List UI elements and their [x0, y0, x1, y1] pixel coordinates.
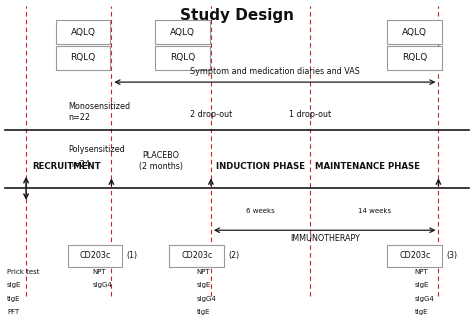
- FancyBboxPatch shape: [387, 46, 442, 70]
- Text: (2): (2): [228, 251, 240, 260]
- Text: IMMUNOTHERAPY: IMMUNOTHERAPY: [290, 234, 360, 243]
- Text: PLACEBO
(2 months): PLACEBO (2 months): [139, 151, 183, 171]
- Text: RQLQ: RQLQ: [170, 53, 195, 62]
- Text: sIgG4: sIgG4: [197, 296, 217, 302]
- Text: n=22: n=22: [69, 113, 91, 122]
- Text: (3): (3): [447, 251, 458, 260]
- Text: tIgE: tIgE: [415, 309, 428, 316]
- FancyBboxPatch shape: [56, 46, 110, 70]
- Text: RQLQ: RQLQ: [402, 53, 428, 62]
- Text: AQLQ: AQLQ: [71, 28, 95, 37]
- Text: tIgE: tIgE: [197, 309, 210, 316]
- Text: 14 weeks: 14 weeks: [358, 208, 391, 214]
- Text: AQLQ: AQLQ: [170, 28, 195, 37]
- Text: CD203c: CD203c: [79, 251, 110, 260]
- Text: Symptom and medication diaries and VAS: Symptom and medication diaries and VAS: [190, 67, 360, 76]
- Text: sIgE: sIgE: [7, 282, 21, 289]
- Text: Monosensitized: Monosensitized: [69, 102, 131, 111]
- Text: (1): (1): [127, 251, 138, 260]
- Text: CD203c: CD203c: [399, 251, 430, 260]
- Text: sIgE: sIgE: [197, 282, 211, 289]
- FancyBboxPatch shape: [387, 245, 442, 267]
- Text: NPT: NPT: [197, 269, 210, 275]
- FancyBboxPatch shape: [155, 20, 210, 44]
- Text: Polysensitized: Polysensitized: [69, 145, 126, 154]
- Text: n=24: n=24: [69, 160, 91, 169]
- FancyBboxPatch shape: [56, 20, 110, 44]
- Text: MAINTENANCE PHASE: MAINTENANCE PHASE: [315, 162, 420, 171]
- Text: sIgE: sIgE: [415, 282, 429, 289]
- FancyBboxPatch shape: [387, 20, 442, 44]
- FancyBboxPatch shape: [169, 245, 224, 267]
- Text: RECRUITMENT: RECRUITMENT: [32, 162, 100, 171]
- Text: sIgG4: sIgG4: [415, 296, 435, 302]
- Text: NPT: NPT: [92, 269, 106, 275]
- Text: Prick test: Prick test: [7, 269, 40, 275]
- FancyBboxPatch shape: [155, 46, 210, 70]
- Text: INDUCTION PHASE: INDUCTION PHASE: [216, 162, 305, 171]
- Text: PFT: PFT: [7, 309, 19, 316]
- FancyBboxPatch shape: [67, 245, 122, 267]
- Text: 6 weeks: 6 weeks: [246, 208, 275, 214]
- Text: tIgE: tIgE: [7, 296, 20, 302]
- Text: CD203c: CD203c: [181, 251, 212, 260]
- Text: NPT: NPT: [415, 269, 428, 275]
- Text: Study Design: Study Design: [180, 8, 294, 23]
- Text: AQLQ: AQLQ: [402, 28, 427, 37]
- Text: 2 drop-out: 2 drop-out: [190, 110, 232, 119]
- Text: sIgG4: sIgG4: [92, 282, 112, 289]
- Text: RQLQ: RQLQ: [70, 53, 96, 62]
- Text: 1 drop-out: 1 drop-out: [290, 110, 331, 119]
